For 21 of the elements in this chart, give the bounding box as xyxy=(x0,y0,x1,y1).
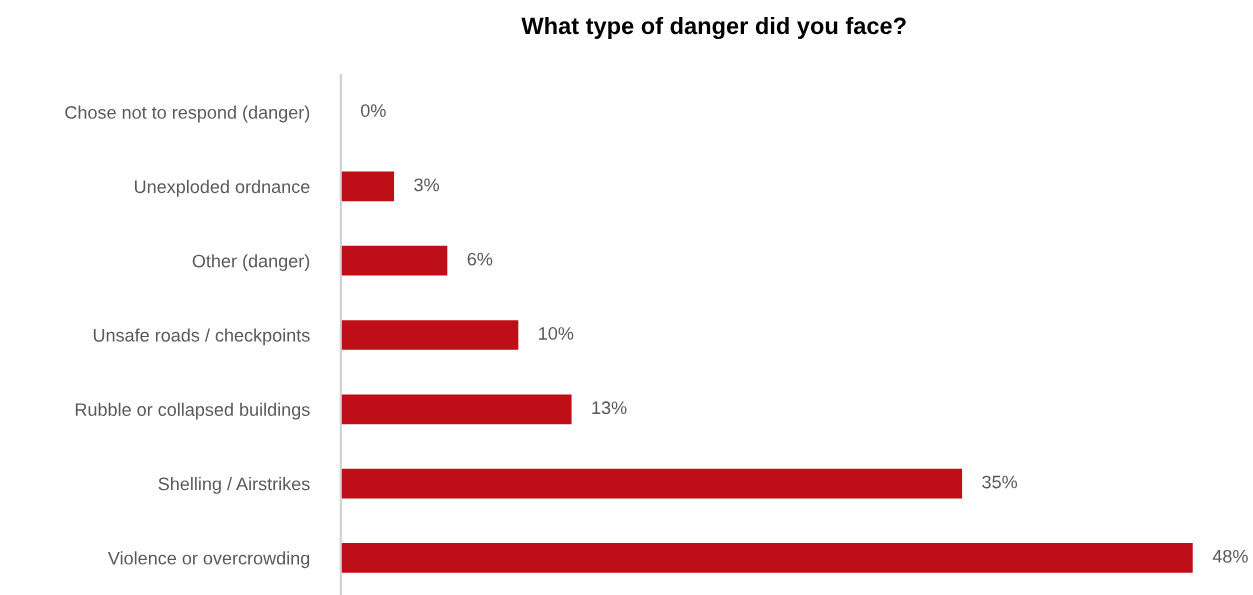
bar xyxy=(340,468,963,499)
data-label: 10% xyxy=(539,327,574,340)
y-tick-label: Chose not to respond (danger) xyxy=(65,105,310,123)
bar xyxy=(340,543,1193,573)
y-tick-label: Violence or overcrowding xyxy=(107,551,310,569)
data-label: 6% xyxy=(467,252,493,266)
chart-title: What type of danger did you face? xyxy=(521,16,906,40)
bar xyxy=(340,245,448,276)
data-label: 48% xyxy=(1212,549,1248,563)
data-label: 13% xyxy=(592,401,627,415)
y-tick-label: Unsafe roads / checkpoints xyxy=(93,328,310,346)
y-tick-label: Shelling / Airstrikes xyxy=(158,477,310,494)
y-tick-label: Rubble or collapsed buildings xyxy=(75,402,310,420)
data-label: 3% xyxy=(414,178,439,192)
y-tick-label: Unexploded ordnance xyxy=(134,179,310,197)
data-label: 0% xyxy=(360,104,386,117)
bar xyxy=(340,320,519,350)
data-label: 35% xyxy=(982,475,1018,489)
bar xyxy=(340,171,395,202)
y-tick-label: Other (danger) xyxy=(192,254,310,271)
bar xyxy=(340,394,572,425)
